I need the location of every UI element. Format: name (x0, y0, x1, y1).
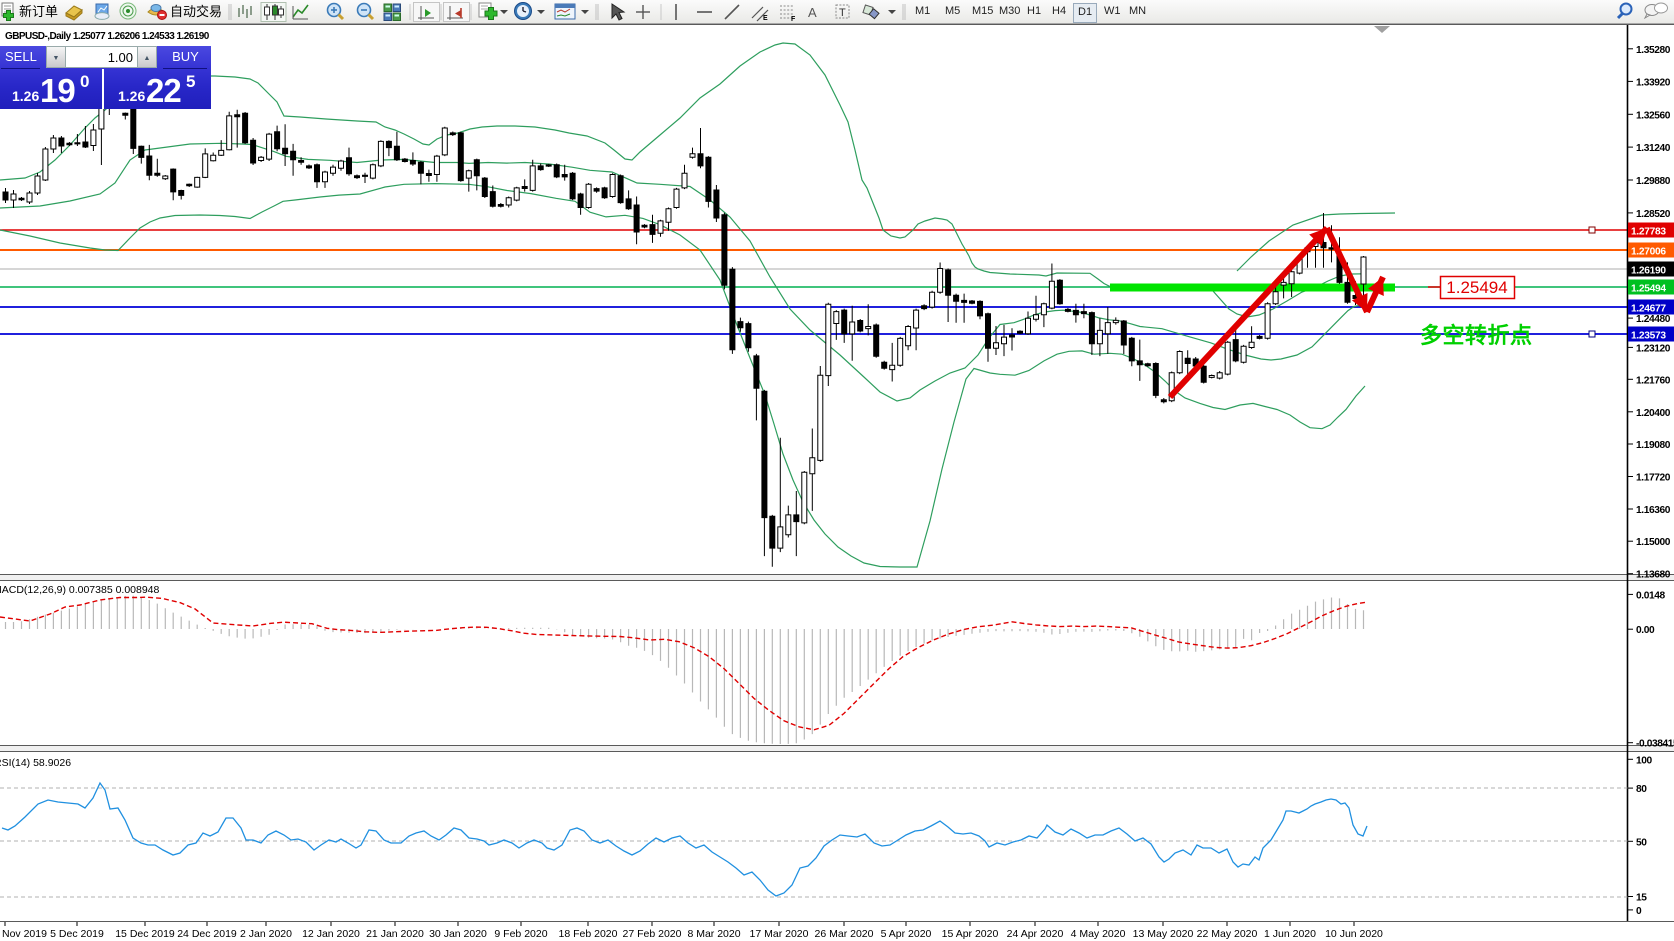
svg-text:GBPUSD-,Daily 1.25077 1.26206: GBPUSD-,Daily 1.25077 1.26206 1.24533 1.… (5, 31, 210, 42)
svg-text:5 Dec 2019: 5 Dec 2019 (50, 928, 104, 940)
svg-text:100: 100 (1636, 755, 1653, 766)
svg-text:T: T (839, 7, 846, 19)
svg-text:1.25494: 1.25494 (1631, 284, 1666, 295)
svg-text:0: 0 (1636, 906, 1642, 917)
svg-text:1.26190: 1.26190 (1631, 266, 1666, 277)
svg-text:10 Jun 2020: 10 Jun 2020 (1325, 928, 1383, 940)
svg-text:21 Jan 2020: 21 Jan 2020 (366, 928, 424, 940)
svg-text:22 May 2020: 22 May 2020 (1197, 928, 1258, 940)
svg-text:1.23573: 1.23573 (1631, 331, 1666, 342)
svg-text:15 Dec 2019: 15 Dec 2019 (115, 928, 175, 940)
svg-text:RSI(14) 58.9026: RSI(14) 58.9026 (0, 757, 71, 769)
svg-text:1.25494: 1.25494 (1446, 278, 1507, 297)
svg-text:8 Mar 2020: 8 Mar 2020 (687, 928, 740, 940)
svg-text:1.23120: 1.23120 (1636, 343, 1671, 354)
svg-text:50: 50 (1636, 837, 1647, 848)
svg-text:15: 15 (1636, 893, 1647, 904)
svg-text:26 Mar 2020: 26 Mar 2020 (815, 928, 874, 940)
svg-text:F: F (791, 16, 796, 23)
svg-text:Nov 2019: Nov 2019 (2, 928, 47, 940)
svg-text:27 Feb 2020: 27 Feb 2020 (623, 928, 682, 940)
svg-text:12 Jan 2020: 12 Jan 2020 (302, 928, 360, 940)
svg-text:80: 80 (1636, 784, 1647, 795)
svg-text:1.29880: 1.29880 (1636, 176, 1671, 187)
svg-text:9 Feb 2020: 9 Feb 2020 (494, 928, 547, 940)
svg-text:13 May 2020: 13 May 2020 (1133, 928, 1194, 940)
svg-text:1.28520: 1.28520 (1636, 209, 1671, 220)
svg-text:多空转折点: 多空转折点 (1420, 323, 1533, 348)
svg-text:18 Feb 2020: 18 Feb 2020 (559, 928, 618, 940)
svg-text:E: E (763, 15, 768, 22)
svg-text:1.24480: 1.24480 (1636, 314, 1671, 325)
svg-text:1.24677: 1.24677 (1631, 304, 1666, 315)
svg-text:1.19080: 1.19080 (1636, 440, 1671, 451)
svg-text:24 Dec 2019: 24 Dec 2019 (177, 928, 237, 940)
svg-text:1.27006: 1.27006 (1631, 247, 1666, 258)
svg-text:1.16360: 1.16360 (1636, 505, 1671, 516)
svg-text:0.0148: 0.0148 (1636, 590, 1665, 601)
svg-text:1.31240: 1.31240 (1636, 143, 1671, 154)
svg-text:2 Jan 2020: 2 Jan 2020 (240, 928, 292, 940)
svg-text:1.17720: 1.17720 (1636, 473, 1671, 484)
svg-text:MACD(12,26,9) 0.007385 0.00894: MACD(12,26,9) 0.007385 0.008948 (0, 584, 160, 596)
svg-text:1.13680: 1.13680 (1636, 570, 1671, 581)
svg-text:1.32560: 1.32560 (1636, 110, 1671, 121)
svg-text:5 Apr 2020: 5 Apr 2020 (881, 928, 932, 940)
svg-text:17 Mar 2020: 17 Mar 2020 (750, 928, 809, 940)
svg-text:A: A (808, 5, 817, 20)
svg-text:1.27783: 1.27783 (1631, 227, 1666, 238)
svg-text:1.33920: 1.33920 (1636, 77, 1671, 88)
svg-text:新订单: 新订单 (19, 4, 58, 19)
svg-text:自动交易: 自动交易 (170, 4, 222, 19)
svg-text:-0.038415: -0.038415 (1636, 739, 1674, 750)
svg-text:1.35280: 1.35280 (1636, 45, 1671, 56)
svg-text:4 May 2020: 4 May 2020 (1071, 928, 1126, 940)
svg-text:30 Jan 2020: 30 Jan 2020 (429, 928, 487, 940)
svg-text:1.20400: 1.20400 (1636, 408, 1671, 419)
svg-text:1.15000: 1.15000 (1636, 537, 1671, 548)
svg-text:24 Apr 2020: 24 Apr 2020 (1007, 928, 1064, 940)
svg-text:1.21760: 1.21760 (1636, 375, 1671, 386)
svg-text:0.00: 0.00 (1636, 625, 1655, 636)
svg-text:15 Apr 2020: 15 Apr 2020 (942, 928, 999, 940)
svg-text:1 Jun 2020: 1 Jun 2020 (1264, 928, 1316, 940)
